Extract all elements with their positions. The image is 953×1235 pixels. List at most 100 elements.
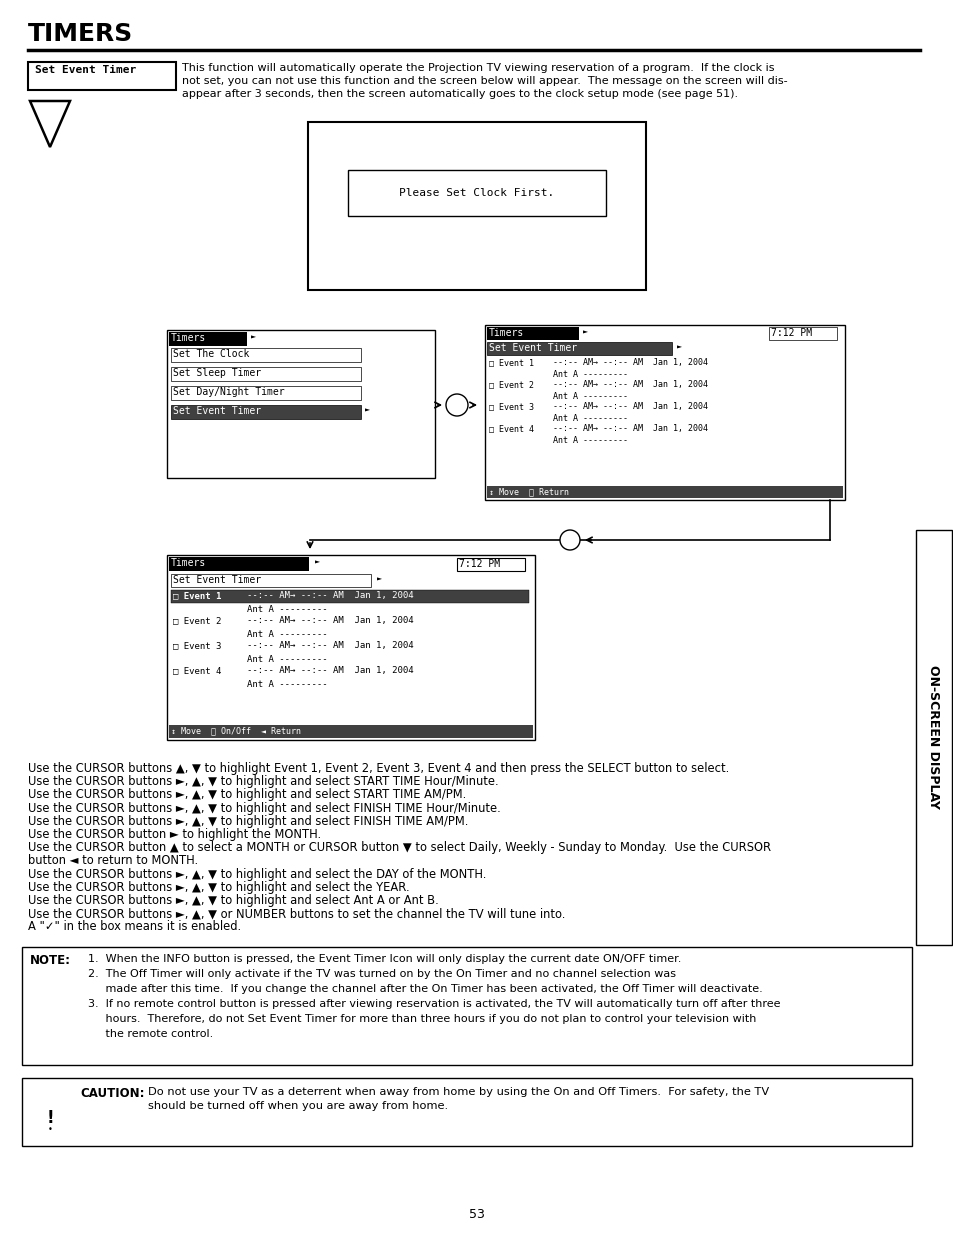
Text: the remote control.: the remote control.: [88, 1029, 213, 1039]
Text: not set, you can not use this function and the screen below will appear.  The me: not set, you can not use this function a…: [182, 77, 787, 86]
Text: --:-- AM→ --:-- AM  Jan 1, 2004: --:-- AM→ --:-- AM Jan 1, 2004: [553, 380, 707, 389]
Text: button ◄ to return to MONTH.: button ◄ to return to MONTH.: [28, 855, 198, 867]
Bar: [456, 558, 524, 571]
Text: Timers: Timers: [489, 329, 524, 338]
Text: Use the CURSOR buttons ►, ▲, ▼ to highlight and select START TIME AM/PM.: Use the CURSOR buttons ►, ▲, ▼ to highli…: [28, 788, 466, 802]
Text: --:-- AM→ --:-- AM  Jan 1, 2004: --:-- AM→ --:-- AM Jan 1, 2004: [247, 666, 414, 676]
Text: 2.  The Off Timer will only activate if the TV was turned on by the On Timer and: 2. The Off Timer will only activate if t…: [88, 969, 676, 979]
Text: --:-- AM→ --:-- AM  Jan 1, 2004: --:-- AM→ --:-- AM Jan 1, 2004: [553, 424, 707, 433]
Bar: [167, 555, 535, 740]
Circle shape: [446, 394, 468, 416]
Text: □ Event 4: □ Event 4: [172, 666, 221, 676]
Text: Ant A ---------: Ant A ---------: [553, 436, 627, 445]
Bar: [486, 342, 671, 354]
Text: 7:12 PM: 7:12 PM: [458, 559, 499, 569]
Text: ►: ►: [365, 406, 370, 415]
Text: NOTE:: NOTE:: [30, 953, 71, 967]
Text: --:-- AM→ --:-- AM  Jan 1, 2004: --:-- AM→ --:-- AM Jan 1, 2004: [247, 616, 414, 625]
Text: □ Event 3: □ Event 3: [489, 403, 534, 411]
Bar: [171, 387, 360, 400]
Text: Ant A ---------: Ant A ---------: [553, 414, 627, 424]
Bar: [484, 325, 844, 500]
Bar: [169, 557, 309, 571]
Text: hours.  Therefore, do not Set Event Timer for more than three hours if you do no: hours. Therefore, do not Set Event Timer…: [88, 1014, 756, 1024]
Bar: [486, 327, 578, 340]
Text: ►: ►: [314, 558, 319, 567]
Bar: [169, 725, 533, 739]
Bar: [167, 330, 435, 478]
Text: Use the CURSOR buttons ▲, ▼ to highlight Event 1, Event 2, Event 3, Event 4 and : Use the CURSOR buttons ▲, ▼ to highlight…: [28, 762, 728, 776]
Text: Timers: Timers: [171, 558, 206, 568]
Text: Use the CURSOR button ▲ to select a MONTH or CURSOR button ▼ to select Daily, We: Use the CURSOR button ▲ to select a MONT…: [28, 841, 770, 855]
Bar: [171, 405, 360, 419]
Text: Timers: Timers: [171, 333, 206, 343]
Text: Set Event Timer: Set Event Timer: [172, 576, 261, 585]
Text: ►: ►: [376, 576, 381, 584]
Bar: [28, 62, 175, 90]
Text: ON-SCREEN DISPLAY: ON-SCREEN DISPLAY: [926, 666, 940, 809]
Text: 3.  If no remote control button is pressed after viewing reservation is activate: 3. If no remote control button is presse…: [88, 999, 780, 1009]
Bar: [308, 122, 645, 290]
Text: Ant A ---------: Ant A ---------: [553, 391, 627, 401]
Text: □ Event 3: □ Event 3: [172, 641, 221, 650]
Text: Set Event Timer: Set Event Timer: [35, 65, 136, 75]
Bar: [171, 574, 371, 587]
Text: ↕ Move  Ⓜ On/Off  ◄ Return: ↕ Move Ⓜ On/Off ◄ Return: [171, 726, 301, 735]
Text: Set Event Timer: Set Event Timer: [489, 343, 577, 353]
Text: 7:12 PM: 7:12 PM: [770, 329, 811, 338]
Text: □ Event 2: □ Event 2: [172, 616, 221, 625]
Text: CAUTION:: CAUTION:: [80, 1087, 144, 1100]
Text: Ant A ---------: Ant A ---------: [247, 680, 327, 689]
Text: Set The Clock: Set The Clock: [172, 350, 249, 359]
Text: made after this time.  If you change the channel after the On Timer has been act: made after this time. If you change the …: [88, 984, 762, 994]
Text: □ Event 2: □ Event 2: [489, 380, 534, 389]
Text: TIMERS: TIMERS: [28, 22, 133, 46]
Text: This function will automatically operate the Projection TV viewing reservation o: This function will automatically operate…: [182, 63, 774, 73]
Text: should be turned off when you are away from home.: should be turned off when you are away f…: [148, 1100, 448, 1112]
Text: □ Event 1: □ Event 1: [172, 592, 221, 600]
Bar: [915, 530, 951, 945]
Text: Use the CURSOR buttons ►, ▲, ▼ to highlight and select FINISH TIME AM/PM.: Use the CURSOR buttons ►, ▲, ▼ to highli…: [28, 815, 468, 827]
Text: !: !: [46, 1109, 53, 1128]
Text: Ant A ---------: Ant A ---------: [247, 630, 327, 638]
Bar: [171, 348, 360, 362]
Text: Use the CURSOR buttons ►, ▲, ▼ to highlight and select FINISH TIME Hour/Minute.: Use the CURSOR buttons ►, ▲, ▼ to highli…: [28, 802, 500, 815]
Text: Use the CURSOR buttons ►, ▲, ▼ to highlight and select Ant A or Ant B.: Use the CURSOR buttons ►, ▲, ▼ to highli…: [28, 894, 438, 906]
Text: ►: ►: [251, 333, 255, 342]
Text: Use the CURSOR button ► to highlight the MONTH.: Use the CURSOR button ► to highlight the…: [28, 827, 321, 841]
Text: Use the CURSOR buttons ►, ▲, ▼ to highlight and select the DAY of the MONTH.: Use the CURSOR buttons ►, ▲, ▼ to highli…: [28, 868, 486, 881]
Bar: [171, 590, 529, 603]
Bar: [169, 332, 247, 346]
Text: SELECT: SELECT: [448, 400, 465, 405]
Text: 1.  When the INFO button is pressed, the Event Timer Icon will only display the : 1. When the INFO button is pressed, the …: [88, 953, 680, 965]
Text: Set Day/Night Timer: Set Day/Night Timer: [172, 387, 284, 396]
Bar: [348, 170, 605, 216]
Text: appear after 3 seconds, then the screen automatically goes to the clock setup mo: appear after 3 seconds, then the screen …: [182, 89, 738, 99]
Circle shape: [559, 530, 579, 550]
Text: □ Event 4: □ Event 4: [489, 424, 534, 433]
Bar: [171, 367, 360, 382]
Text: Use the CURSOR buttons ►, ▲, ▼ to highlight and select START TIME Hour/Minute.: Use the CURSOR buttons ►, ▲, ▼ to highli…: [28, 776, 498, 788]
Text: --:-- AM→ --:-- AM  Jan 1, 2004: --:-- AM→ --:-- AM Jan 1, 2004: [553, 358, 707, 367]
Text: ►: ►: [582, 329, 587, 337]
Text: 53: 53: [469, 1208, 484, 1221]
Text: Ant A ---------: Ant A ---------: [247, 605, 327, 614]
Text: •: •: [48, 1125, 52, 1135]
Text: ↕ Move  Ⓜ Return: ↕ Move Ⓜ Return: [489, 487, 568, 496]
Text: □ Event 1: □ Event 1: [489, 358, 534, 367]
Text: --:-- AM→ --:-- AM  Jan 1, 2004: --:-- AM→ --:-- AM Jan 1, 2004: [247, 592, 414, 600]
Text: A "✓" in the box means it is enabled.: A "✓" in the box means it is enabled.: [28, 920, 241, 934]
Bar: [22, 1078, 911, 1146]
Text: ►: ►: [677, 343, 681, 352]
Text: Ant A ---------: Ant A ---------: [247, 655, 327, 664]
Text: Use the CURSOR buttons ►, ▲, ▼ to highlight and select the YEAR.: Use the CURSOR buttons ►, ▲, ▼ to highli…: [28, 881, 409, 894]
Bar: [22, 947, 911, 1065]
Text: --:-- AM→ --:-- AM  Jan 1, 2004: --:-- AM→ --:-- AM Jan 1, 2004: [247, 641, 414, 650]
Text: Please Set Clock First.: Please Set Clock First.: [399, 188, 554, 198]
Bar: [486, 487, 842, 498]
Text: Ant A ---------: Ant A ---------: [553, 370, 627, 379]
Text: --:-- AM→ --:-- AM  Jan 1, 2004: --:-- AM→ --:-- AM Jan 1, 2004: [553, 403, 707, 411]
Polygon shape: [30, 101, 70, 147]
Text: Set Event Timer: Set Event Timer: [172, 406, 261, 416]
Bar: [768, 327, 836, 340]
